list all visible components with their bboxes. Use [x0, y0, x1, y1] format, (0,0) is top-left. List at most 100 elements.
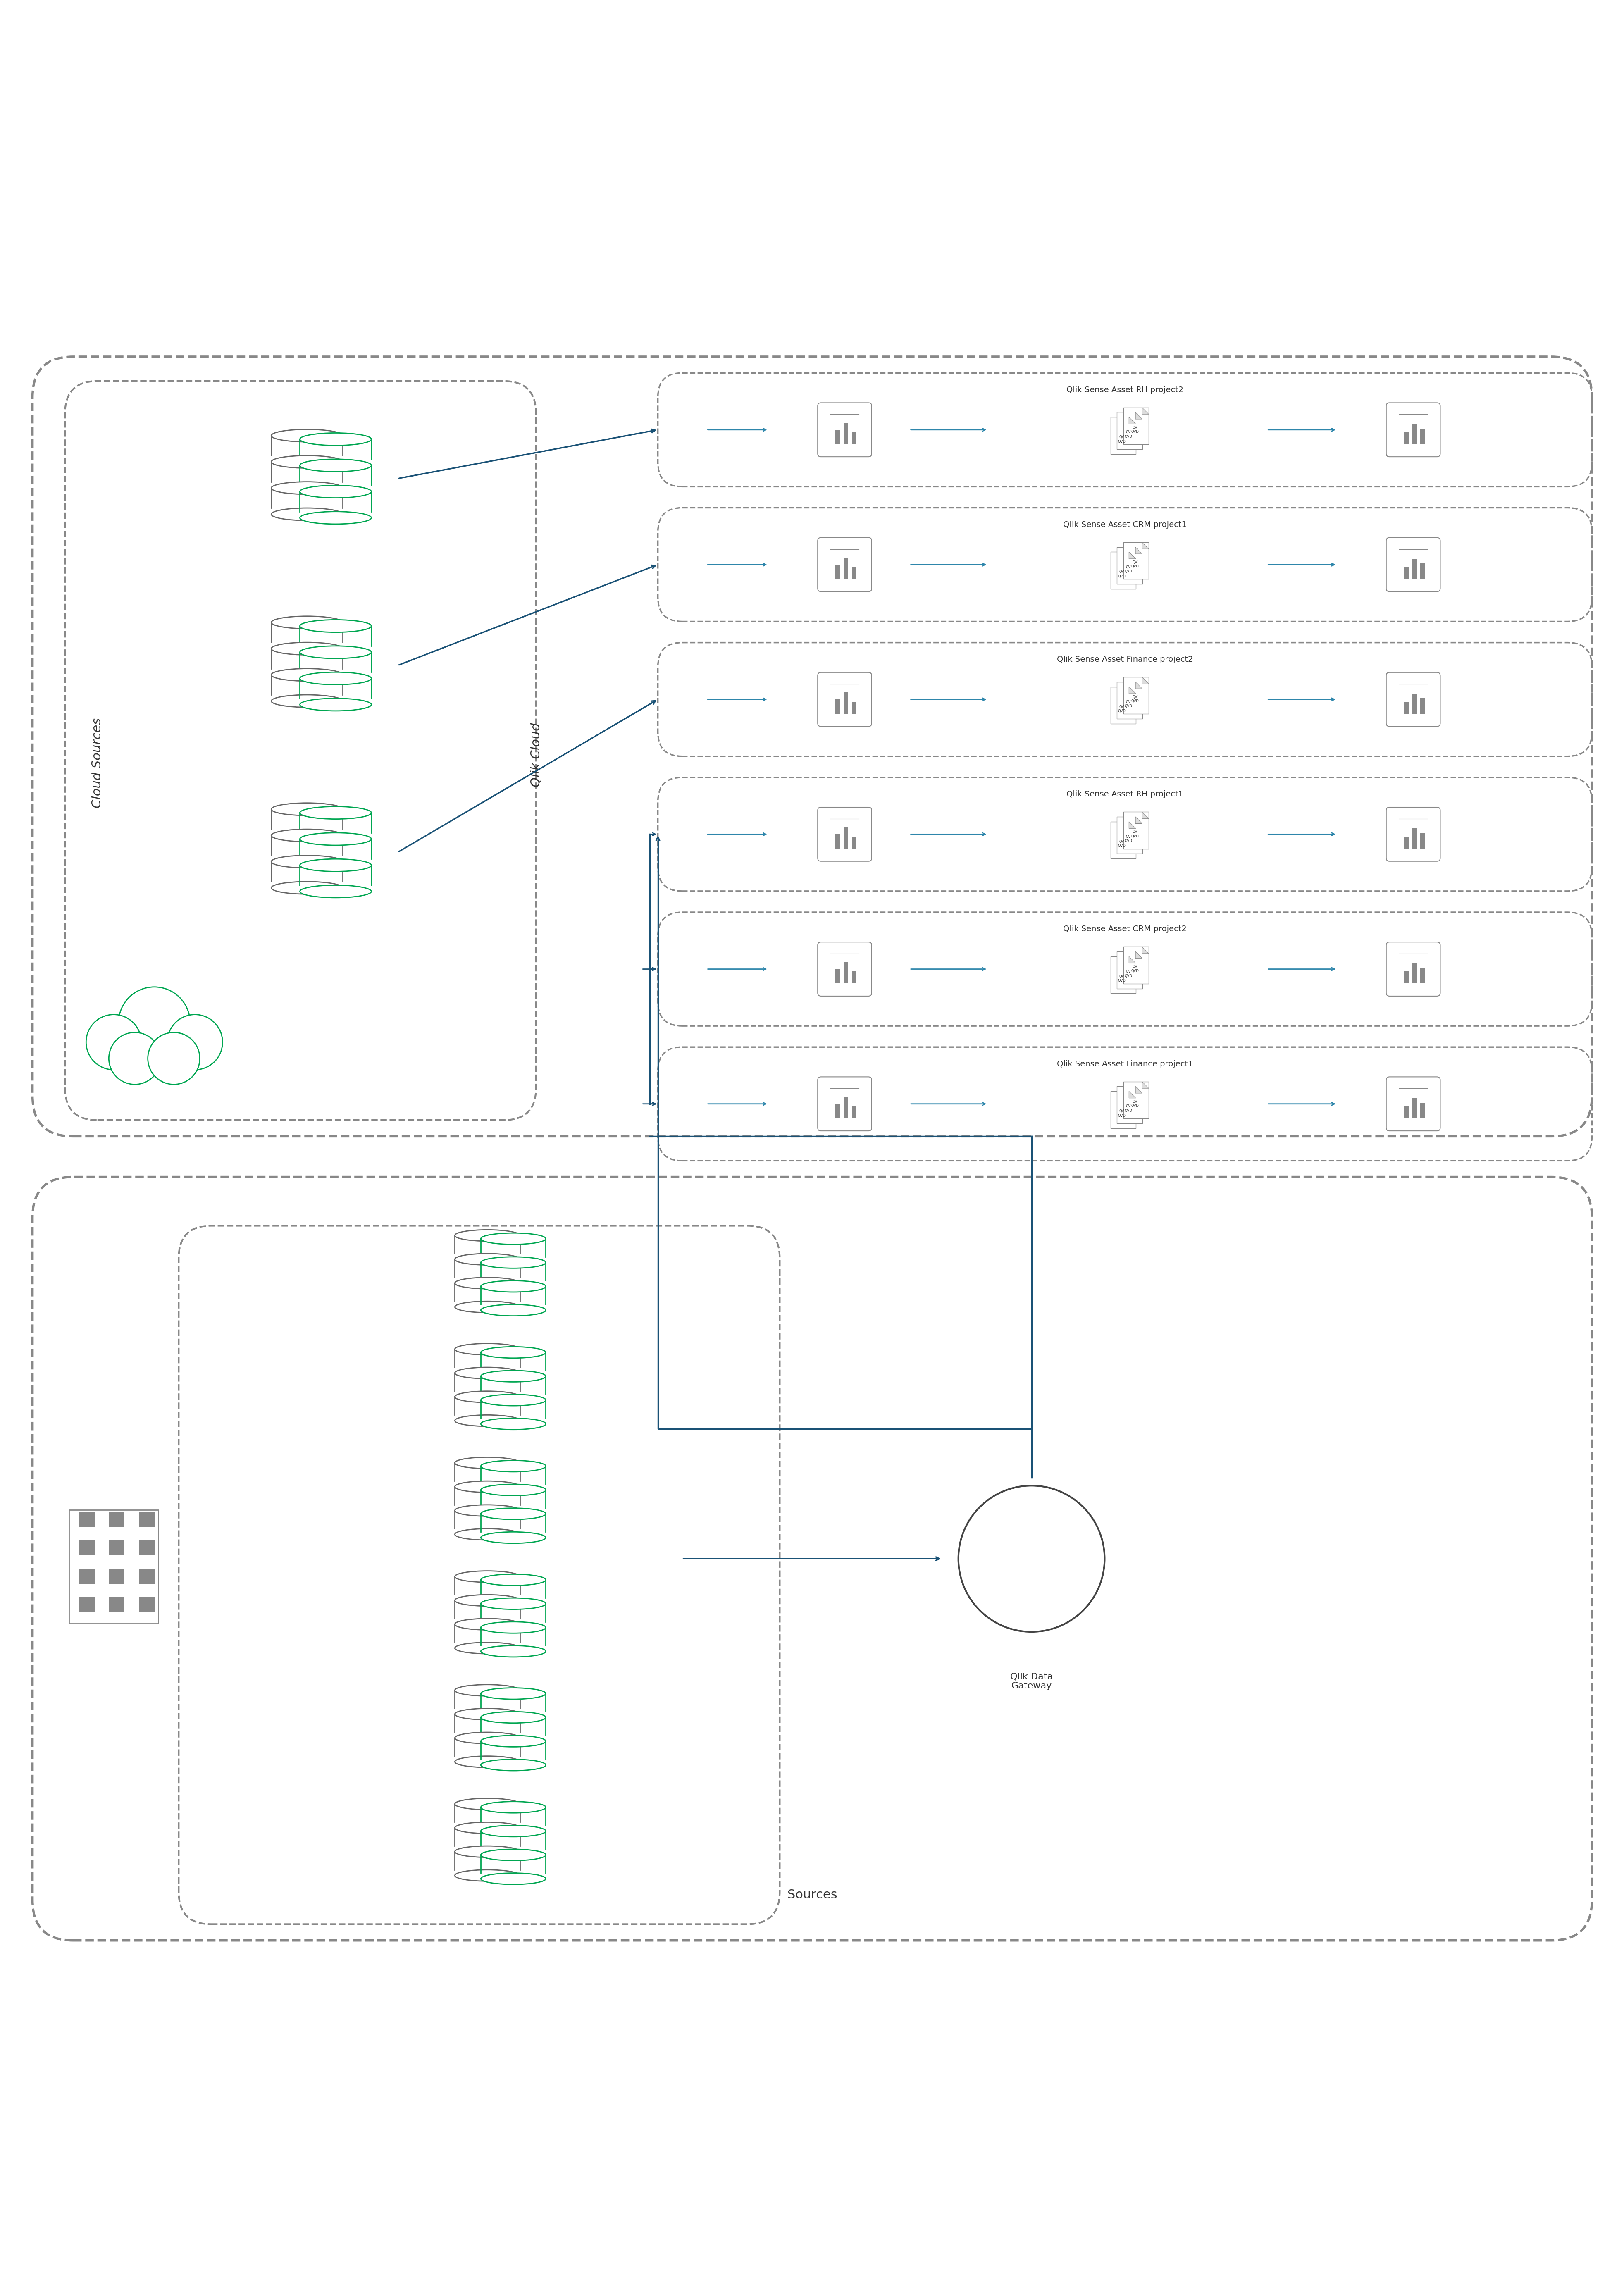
- FancyBboxPatch shape: [481, 1742, 546, 1760]
- FancyBboxPatch shape: [300, 492, 372, 510]
- Bar: [835, 833, 840, 849]
- FancyBboxPatch shape: [481, 1467, 546, 1483]
- Bar: [140, 1568, 154, 1584]
- Ellipse shape: [481, 1687, 546, 1698]
- Bar: [835, 565, 840, 579]
- Circle shape: [109, 1032, 161, 1085]
- Text: QV
QVD: QV QVD: [1130, 831, 1138, 838]
- Ellipse shape: [455, 1367, 520, 1378]
- Text: Qlik Sense Asset CRM project1: Qlik Sense Asset CRM project1: [1062, 520, 1187, 529]
- FancyBboxPatch shape: [1124, 542, 1148, 579]
- Ellipse shape: [481, 1508, 546, 1520]
- FancyBboxPatch shape: [271, 835, 343, 856]
- Text: QV
QVD: QV QVD: [1117, 705, 1125, 712]
- Ellipse shape: [271, 456, 343, 467]
- FancyBboxPatch shape: [1111, 1092, 1135, 1128]
- Bar: [1419, 833, 1424, 849]
- Bar: [80, 1598, 94, 1611]
- Ellipse shape: [271, 856, 343, 868]
- Text: QV
QVD: QV QVD: [1130, 966, 1138, 973]
- Polygon shape: [1129, 552, 1135, 559]
- Ellipse shape: [300, 673, 372, 684]
- Text: Qlik Sense Asset RH project1: Qlik Sense Asset RH project1: [1065, 790, 1184, 799]
- Text: Qlik Data
Gateway: Qlik Data Gateway: [1010, 1673, 1052, 1689]
- FancyBboxPatch shape: [481, 1717, 546, 1735]
- Text: QV
QVD: QV QVD: [1124, 700, 1132, 707]
- FancyBboxPatch shape: [1117, 1087, 1142, 1124]
- Circle shape: [958, 1486, 1104, 1632]
- FancyBboxPatch shape: [1117, 952, 1142, 989]
- FancyBboxPatch shape: [481, 1694, 546, 1712]
- Polygon shape: [1135, 547, 1142, 554]
- Ellipse shape: [455, 1733, 520, 1744]
- Bar: [843, 961, 848, 984]
- Polygon shape: [1129, 957, 1135, 964]
- FancyBboxPatch shape: [271, 623, 343, 643]
- Text: QV
QVD: QV QVD: [1130, 1099, 1138, 1108]
- Ellipse shape: [481, 1760, 546, 1772]
- Ellipse shape: [271, 696, 343, 707]
- FancyBboxPatch shape: [455, 1804, 520, 1822]
- Bar: [1403, 568, 1408, 579]
- FancyBboxPatch shape: [271, 648, 343, 668]
- FancyBboxPatch shape: [455, 1284, 520, 1300]
- Bar: [1411, 694, 1416, 714]
- FancyBboxPatch shape: [1117, 682, 1142, 719]
- Ellipse shape: [271, 430, 343, 442]
- FancyBboxPatch shape: [271, 435, 343, 456]
- Ellipse shape: [481, 1735, 546, 1747]
- Ellipse shape: [481, 1280, 546, 1291]
- FancyBboxPatch shape: [1117, 547, 1142, 584]
- Ellipse shape: [300, 698, 372, 712]
- FancyBboxPatch shape: [1124, 813, 1148, 849]
- Bar: [140, 1540, 154, 1554]
- Ellipse shape: [455, 1277, 520, 1289]
- Ellipse shape: [300, 485, 372, 499]
- FancyBboxPatch shape: [1111, 957, 1135, 993]
- FancyBboxPatch shape: [455, 1259, 520, 1277]
- Ellipse shape: [455, 1618, 520, 1630]
- Ellipse shape: [455, 1529, 520, 1540]
- Bar: [1411, 829, 1416, 849]
- FancyBboxPatch shape: [1111, 822, 1135, 858]
- Polygon shape: [1135, 1087, 1142, 1094]
- Text: Qlik Sense Asset Finance project1: Qlik Sense Asset Finance project1: [1057, 1060, 1192, 1069]
- Bar: [1411, 1099, 1416, 1117]
- Circle shape: [119, 987, 190, 1058]
- Ellipse shape: [481, 1850, 546, 1861]
- Polygon shape: [1129, 822, 1135, 829]
- Ellipse shape: [455, 1300, 520, 1312]
- Bar: [70, 1511, 159, 1623]
- Ellipse shape: [271, 803, 343, 815]
- Ellipse shape: [481, 1801, 546, 1813]
- Ellipse shape: [455, 1570, 520, 1582]
- FancyBboxPatch shape: [455, 1577, 520, 1595]
- FancyBboxPatch shape: [455, 1625, 520, 1644]
- Ellipse shape: [481, 1824, 546, 1836]
- FancyBboxPatch shape: [817, 673, 872, 726]
- Ellipse shape: [481, 1419, 546, 1431]
- Polygon shape: [1142, 948, 1148, 955]
- Ellipse shape: [271, 668, 343, 682]
- Ellipse shape: [481, 1257, 546, 1268]
- Ellipse shape: [455, 1756, 520, 1767]
- Bar: [109, 1540, 125, 1554]
- Bar: [80, 1540, 94, 1554]
- FancyBboxPatch shape: [1111, 552, 1135, 588]
- FancyBboxPatch shape: [271, 810, 343, 829]
- FancyBboxPatch shape: [1124, 1080, 1148, 1119]
- Ellipse shape: [481, 1712, 546, 1724]
- FancyBboxPatch shape: [455, 1714, 520, 1733]
- FancyBboxPatch shape: [481, 1376, 546, 1394]
- Text: On-Premises: On-Premises: [91, 1527, 104, 1607]
- Bar: [1403, 703, 1408, 714]
- Bar: [851, 568, 856, 579]
- Bar: [1411, 423, 1416, 444]
- FancyBboxPatch shape: [455, 1852, 520, 1870]
- Ellipse shape: [271, 881, 343, 895]
- Bar: [851, 433, 856, 444]
- FancyBboxPatch shape: [455, 1373, 520, 1392]
- Text: Qlik Sense Asset RH project2: Qlik Sense Asset RH project2: [1065, 387, 1184, 394]
- FancyBboxPatch shape: [455, 1463, 520, 1481]
- Bar: [109, 1598, 125, 1611]
